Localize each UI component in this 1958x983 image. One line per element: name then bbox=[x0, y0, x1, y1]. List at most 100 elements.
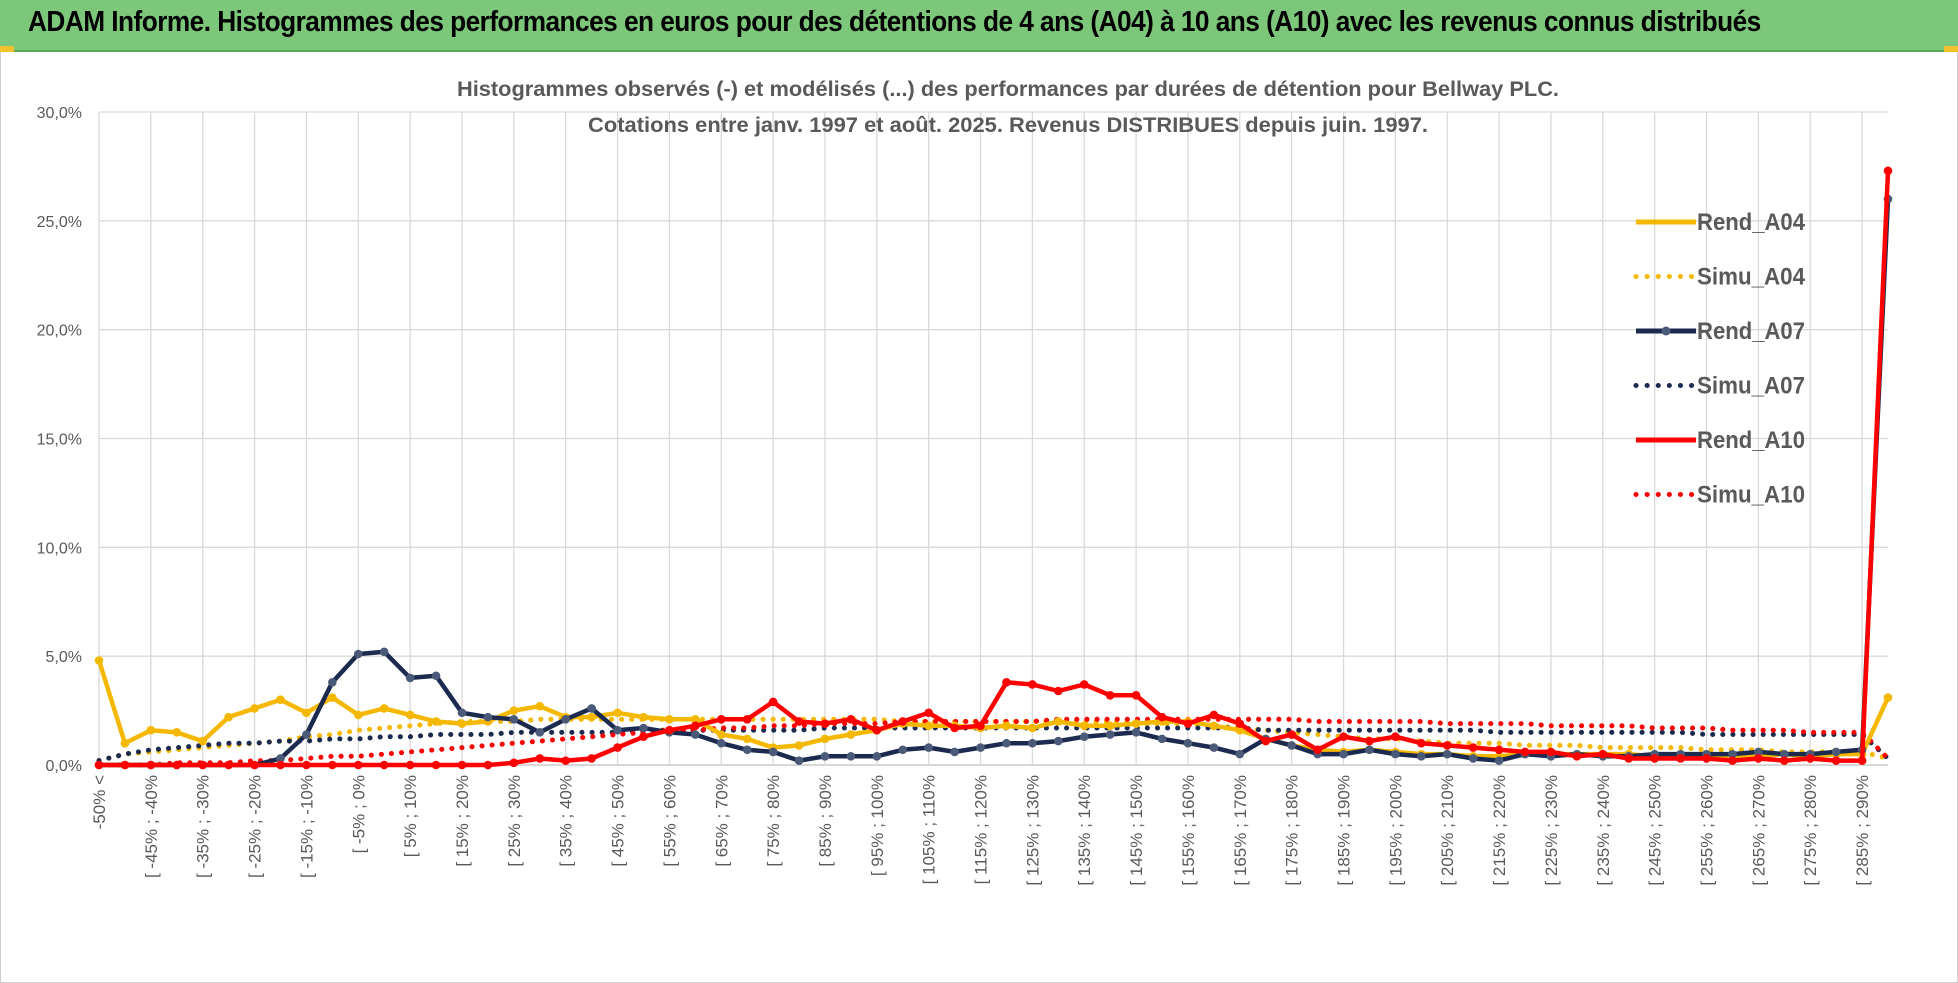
data-point bbox=[1002, 721, 1011, 731]
data-point bbox=[1520, 747, 1530, 757]
data-point bbox=[198, 760, 208, 770]
y-tick-label: 30,0% bbox=[37, 105, 82, 122]
y-tick-label: 15,0% bbox=[37, 432, 82, 449]
data-point bbox=[1079, 721, 1089, 731]
series-simu-a10 bbox=[96, 716, 1891, 768]
data-point bbox=[509, 706, 519, 715]
data-point bbox=[224, 760, 233, 770]
data-point bbox=[1131, 719, 1141, 728]
report-banner: ADAM Informe. Histogrammes des performan… bbox=[0, 0, 1958, 52]
data-point bbox=[1287, 741, 1296, 750]
data-point bbox=[665, 725, 674, 735]
data-point bbox=[276, 754, 285, 763]
data-point bbox=[613, 725, 622, 735]
grid-lines bbox=[98, 111, 1888, 766]
data-point bbox=[1728, 749, 1737, 759]
data-point bbox=[1131, 691, 1141, 700]
data-point bbox=[250, 704, 259, 713]
data-point bbox=[1261, 736, 1271, 746]
data-point bbox=[1754, 754, 1763, 763]
data-point bbox=[950, 747, 959, 757]
legend-label: Simu_A04 bbox=[1697, 264, 1806, 291]
legend-item: Simu_A10 bbox=[1633, 482, 1805, 509]
data-point bbox=[1054, 717, 1063, 726]
data-point bbox=[509, 714, 519, 724]
data-point bbox=[1468, 743, 1478, 752]
data-point bbox=[353, 760, 363, 770]
data-point bbox=[639, 723, 648, 733]
data-point bbox=[742, 745, 752, 755]
data-point bbox=[328, 677, 337, 687]
x-tick-label: [ 125% ; 130% bbox=[1023, 775, 1042, 886]
y-axis-ticks: 0,0% 5,0% 10,0% 15,0% 20,0% 25,0% 30,0% bbox=[37, 105, 82, 775]
data-point bbox=[691, 714, 700, 724]
x-tick-label: -50% < bbox=[90, 775, 109, 829]
chart-title-line2: Cotations entre janv. 1997 et août. 2025… bbox=[588, 114, 1428, 137]
x-tick-label: [ 75% ; 80% bbox=[764, 775, 783, 867]
x-tick-label: [ 85% ; 90% bbox=[816, 775, 835, 867]
legend-item: Rend_A07 bbox=[1636, 318, 1805, 345]
data-point bbox=[120, 760, 130, 770]
data-point bbox=[898, 717, 908, 726]
legend-label: Rend_A07 bbox=[1697, 318, 1805, 345]
x-tick-label: [ 155% ; 160% bbox=[1179, 775, 1198, 886]
data-point bbox=[1339, 749, 1348, 759]
data-point bbox=[1728, 756, 1737, 765]
legend-item: Rend_A04 bbox=[1636, 209, 1806, 236]
x-tick-label: [ -5% ; 0% bbox=[349, 775, 368, 853]
x-tick-label: [ 5% ; 10% bbox=[401, 775, 420, 857]
data-point bbox=[483, 760, 493, 770]
data-point bbox=[976, 721, 985, 731]
series-line bbox=[99, 198, 1891, 768]
x-tick-label: [ 165% ; 170% bbox=[1231, 775, 1250, 886]
legend-label: Simu_A10 bbox=[1697, 482, 1805, 509]
data-point bbox=[1313, 745, 1322, 755]
data-point bbox=[716, 714, 726, 724]
x-tick-label: [ 195% ; 200% bbox=[1386, 775, 1405, 886]
data-point bbox=[1365, 736, 1374, 746]
data-point bbox=[94, 760, 104, 770]
data-point bbox=[639, 732, 648, 742]
data-point bbox=[716, 738, 726, 748]
data-point bbox=[1805, 754, 1815, 763]
data-point bbox=[1157, 712, 1167, 722]
data-point bbox=[1028, 738, 1037, 748]
data-point bbox=[1235, 719, 1245, 728]
legend-item: Simu_A04 bbox=[1633, 264, 1806, 291]
data-point bbox=[379, 760, 389, 770]
data-point bbox=[379, 647, 389, 657]
data-point bbox=[353, 649, 363, 659]
data-point bbox=[872, 725, 882, 735]
data-point bbox=[94, 656, 104, 665]
histogram-chart: 0,0% 5,0% 10,0% 15,0% 20,0% 25,0% 30,0% -50% <… bbox=[37, 78, 1893, 886]
data-point bbox=[1831, 756, 1841, 765]
data-point bbox=[276, 695, 285, 704]
data-point bbox=[172, 760, 182, 770]
data-point bbox=[535, 754, 545, 763]
x-tick-label: [ 45% ; 50% bbox=[609, 775, 628, 867]
data-point bbox=[1442, 741, 1452, 750]
data-point bbox=[561, 756, 570, 765]
data-point bbox=[639, 712, 648, 722]
data-point bbox=[898, 745, 908, 755]
data-point bbox=[1494, 756, 1504, 765]
x-tick-label: [ -45% ; -40% bbox=[142, 775, 161, 878]
data-point bbox=[950, 723, 959, 733]
data-point bbox=[1676, 754, 1685, 763]
data-point bbox=[1754, 747, 1763, 757]
data-point bbox=[1365, 745, 1374, 755]
data-point bbox=[1002, 738, 1011, 748]
data-point bbox=[302, 730, 311, 739]
data-point bbox=[1339, 732, 1348, 742]
data-point bbox=[561, 714, 570, 724]
y-tick-label: 0,0% bbox=[46, 758, 82, 775]
data-point bbox=[146, 760, 156, 770]
series-rend-a10 bbox=[94, 166, 1893, 770]
y-tick-label: 25,0% bbox=[37, 214, 82, 231]
data-point bbox=[1105, 691, 1115, 700]
data-point bbox=[457, 719, 467, 728]
x-tick-label: [ 145% ; 150% bbox=[1127, 775, 1146, 886]
data-point bbox=[924, 721, 933, 731]
data-point bbox=[1183, 738, 1193, 748]
x-tick-label: [ 255% ; 260% bbox=[1698, 775, 1717, 886]
